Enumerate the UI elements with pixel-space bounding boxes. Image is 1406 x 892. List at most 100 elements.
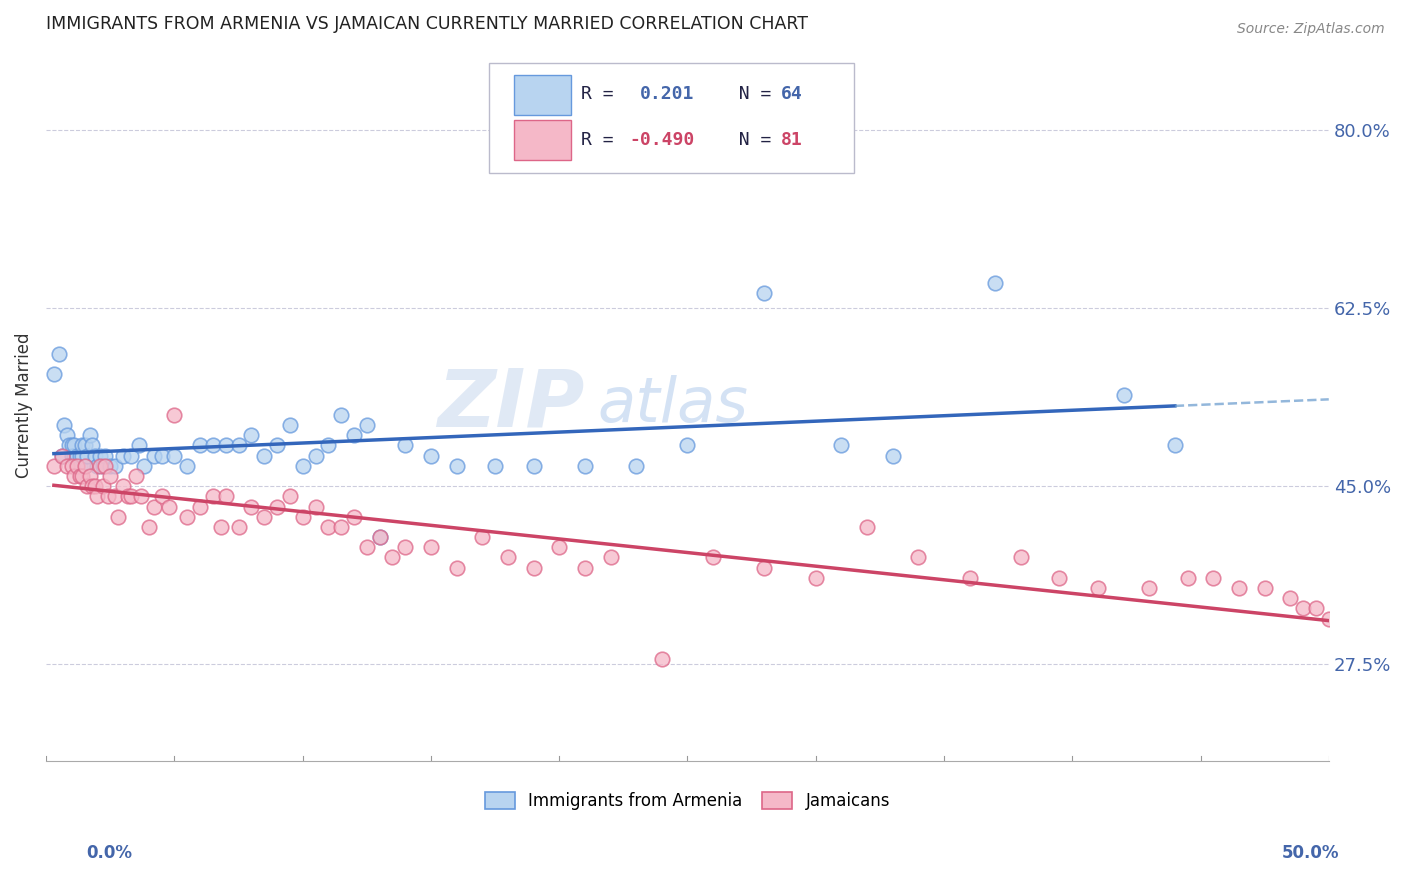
Point	[97, 489, 120, 503]
Point	[51, 449, 73, 463]
Point	[55, 458, 77, 473]
Point	[53, 418, 76, 433]
Point	[304, 500, 326, 514]
Text: N =: N =	[717, 131, 782, 149]
Point	[107, 509, 129, 524]
Point	[128, 438, 150, 452]
Point	[1253, 581, 1275, 595]
Point	[253, 449, 276, 463]
Point	[60, 458, 83, 473]
Point	[91, 458, 114, 473]
Text: 0.0%: 0.0%	[87, 844, 132, 862]
Point	[318, 520, 340, 534]
Point	[201, 438, 224, 452]
Point	[907, 550, 929, 565]
Point	[1137, 581, 1160, 595]
Point	[82, 438, 104, 452]
Point	[548, 541, 571, 555]
Point	[496, 550, 519, 565]
Point	[48, 347, 70, 361]
Point	[73, 458, 96, 473]
Y-axis label: Currently Married: Currently Married	[15, 332, 32, 477]
Point	[856, 520, 879, 534]
Point	[120, 449, 142, 463]
Point	[702, 550, 724, 565]
Point	[599, 550, 621, 565]
Point	[330, 520, 353, 534]
Point	[176, 509, 198, 524]
Point	[356, 541, 378, 555]
Point	[215, 489, 238, 503]
Point	[42, 458, 65, 473]
Text: 50.0%: 50.0%	[1282, 844, 1339, 862]
Point	[291, 458, 314, 473]
Point	[318, 438, 340, 452]
Point	[676, 438, 699, 452]
Point	[253, 509, 276, 524]
Point	[60, 449, 83, 463]
Text: R =: R =	[581, 85, 636, 103]
Point	[1292, 601, 1315, 615]
Point	[330, 408, 353, 422]
Point	[574, 458, 596, 473]
Text: -0.490: -0.490	[630, 131, 695, 149]
Text: N =: N =	[717, 85, 782, 103]
Point	[368, 530, 391, 544]
Point	[142, 500, 165, 514]
Point	[471, 530, 494, 544]
Point	[1202, 571, 1225, 585]
Point	[278, 489, 301, 503]
Point	[291, 509, 314, 524]
Point	[104, 458, 127, 473]
Point	[522, 458, 544, 473]
Point	[356, 418, 378, 433]
Point	[60, 438, 83, 452]
Point	[959, 571, 981, 585]
Point	[163, 449, 186, 463]
Point	[69, 449, 91, 463]
Point	[138, 520, 160, 534]
Text: 0.201: 0.201	[640, 85, 695, 103]
Point	[89, 458, 111, 473]
Legend: Immigrants from Armenia, Jamaicans: Immigrants from Armenia, Jamaicans	[478, 785, 897, 817]
Point	[381, 550, 404, 565]
Point	[58, 438, 80, 452]
Point	[94, 449, 117, 463]
Point	[70, 469, 93, 483]
Point	[343, 509, 366, 524]
Point	[1317, 611, 1340, 625]
Point	[215, 438, 238, 452]
Point	[343, 428, 366, 442]
Point	[1164, 438, 1187, 452]
Point	[1227, 581, 1250, 595]
Point	[76, 449, 98, 463]
Point	[882, 449, 904, 463]
Point	[132, 458, 155, 473]
Point	[63, 438, 86, 452]
Point	[1010, 550, 1032, 565]
Point	[70, 449, 93, 463]
Point	[266, 438, 288, 452]
Point	[63, 449, 86, 463]
Point	[754, 285, 776, 300]
Point	[117, 489, 139, 503]
Point	[830, 438, 852, 452]
Point	[1177, 571, 1199, 585]
Point	[157, 500, 180, 514]
Point	[82, 479, 104, 493]
Text: atlas: atlas	[598, 375, 749, 434]
Point	[188, 500, 211, 514]
Point	[76, 479, 98, 493]
Point	[129, 489, 152, 503]
Point	[69, 458, 91, 473]
Point	[66, 458, 89, 473]
Point	[66, 449, 89, 463]
Text: Source: ZipAtlas.com: Source: ZipAtlas.com	[1237, 22, 1385, 37]
Point	[79, 428, 101, 442]
Point	[368, 530, 391, 544]
Point	[1305, 601, 1327, 615]
Point	[120, 489, 142, 503]
Text: ZIP: ZIP	[437, 366, 585, 443]
Point	[201, 489, 224, 503]
Point	[522, 560, 544, 574]
